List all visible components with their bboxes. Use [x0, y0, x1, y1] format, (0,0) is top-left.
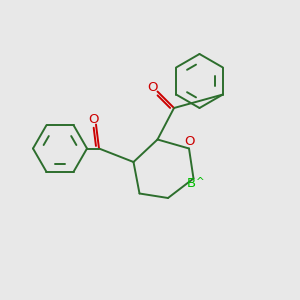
Text: O: O: [88, 112, 99, 126]
Text: B: B: [187, 177, 196, 190]
Text: ^: ^: [196, 177, 205, 188]
Text: O: O: [147, 81, 158, 94]
Text: O: O: [185, 135, 195, 148]
